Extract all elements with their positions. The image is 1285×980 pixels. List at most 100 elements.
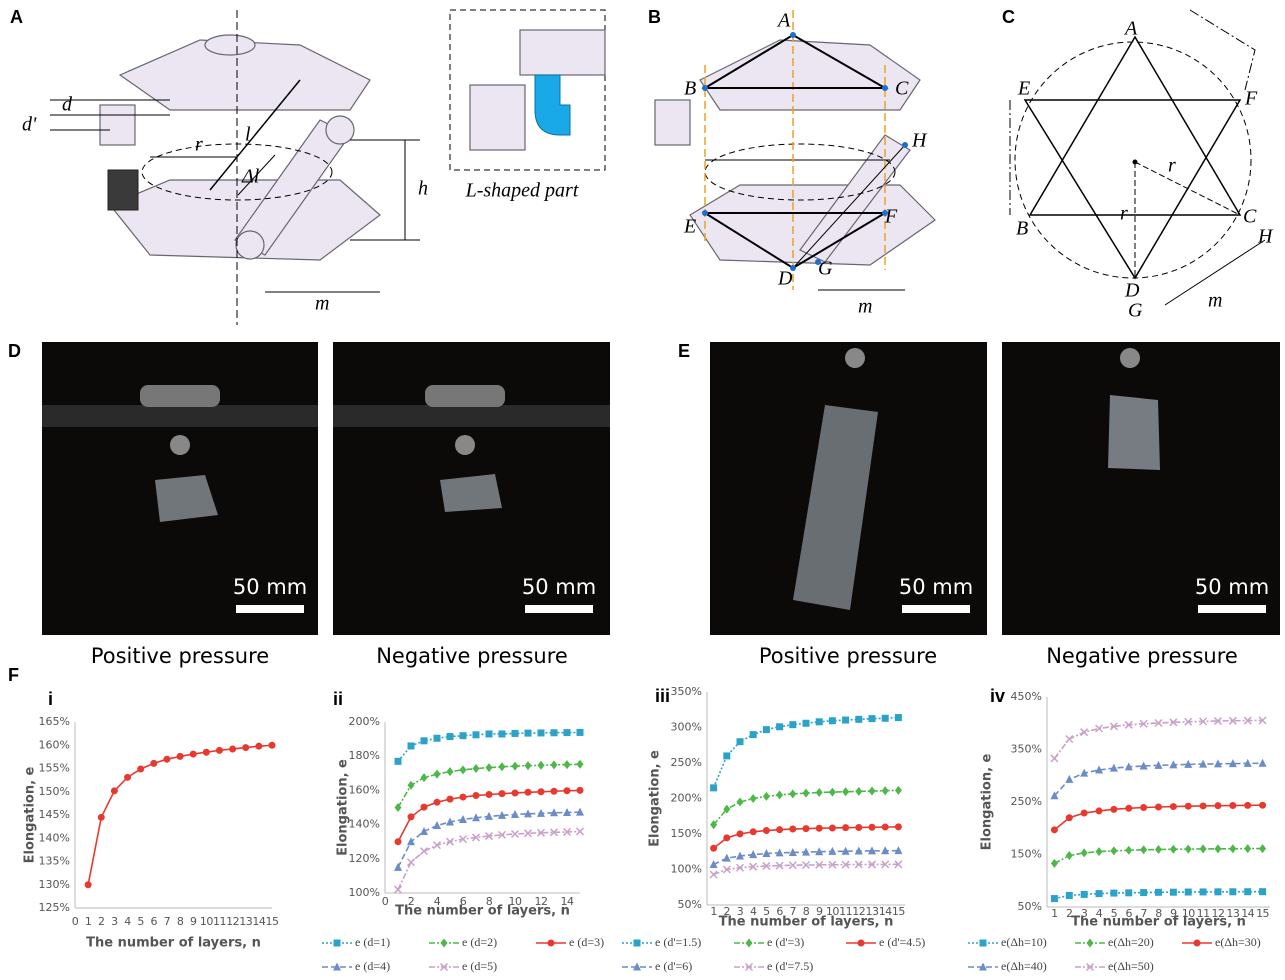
y-tick-label: 145% (39, 808, 70, 821)
dashed-circle (1015, 42, 1251, 278)
marker (895, 823, 902, 830)
center (1133, 160, 1138, 165)
legend-marker (858, 940, 865, 947)
marker (1110, 846, 1117, 855)
marker (816, 825, 823, 832)
panel-label: D (8, 341, 21, 361)
marker (737, 798, 744, 807)
point-label: H (911, 130, 928, 152)
marker (750, 828, 757, 835)
marker (1185, 803, 1192, 810)
inset-part (470, 85, 525, 150)
marker (882, 824, 889, 831)
marker (1244, 844, 1251, 853)
marker (190, 751, 197, 758)
legend-marker (334, 940, 341, 947)
legend-marker (634, 940, 641, 947)
marker (803, 862, 810, 869)
marker (163, 756, 170, 763)
annotation: d' (22, 114, 37, 136)
legend-label: e(Δh=10) (1001, 935, 1047, 949)
marker (577, 760, 584, 769)
y-tick-label: 155% (39, 762, 70, 775)
x-tick-label: 4 (124, 915, 131, 928)
marker (229, 745, 236, 752)
x-tick-label: 10 (200, 915, 213, 928)
y-tick-label: 50% (678, 898, 702, 911)
marker (1185, 845, 1192, 854)
legend-label: e (d'=6) (655, 959, 692, 973)
panel-label: B (648, 7, 661, 27)
roller (845, 348, 865, 368)
marker (1200, 802, 1207, 809)
scale-bar (1198, 605, 1266, 613)
x-tick-label: 1 (710, 905, 717, 918)
scale-bar-label: 50 mm (899, 575, 973, 599)
chart: iv50%150%250%350%450%1234567891011121314… (968, 686, 1270, 973)
marker (1244, 802, 1251, 809)
photo-caption: Positive pressure (91, 644, 269, 668)
y-axis-title: Elongation, e (980, 753, 995, 850)
marker (1229, 844, 1236, 853)
marker (1259, 759, 1267, 767)
point-label: D (777, 268, 793, 290)
marker (408, 859, 415, 866)
marker (723, 854, 731, 862)
legend-label: e (d'=1.5) (655, 935, 701, 949)
marker (242, 744, 249, 751)
marker (486, 730, 493, 737)
y-tick-label: 50% (1018, 900, 1042, 913)
marker (137, 765, 144, 772)
marker (551, 760, 558, 769)
marker (85, 881, 92, 888)
x-tick-label: 0 (382, 895, 389, 908)
marker (124, 774, 131, 781)
y-tick-label: 125% (39, 901, 70, 914)
y-tick-label: 120% (349, 852, 380, 865)
marker (407, 837, 415, 845)
marker (723, 752, 730, 759)
marker (1170, 803, 1177, 810)
marker (776, 723, 783, 730)
x-tick-label: 7 (164, 915, 171, 928)
marker (1140, 889, 1147, 896)
marker (1140, 804, 1147, 811)
annotation: m (1208, 290, 1222, 312)
x-tick-label: 15 (266, 915, 279, 928)
legend-label: e(Δh=50) (1108, 959, 1154, 973)
marker (538, 788, 545, 795)
marker (1155, 889, 1162, 896)
marker (1125, 805, 1132, 812)
marker (512, 730, 519, 737)
x-tick-label: 12 (226, 915, 239, 928)
marker (577, 828, 584, 835)
marker (1110, 890, 1117, 897)
marker (255, 743, 262, 750)
marker (1185, 889, 1192, 896)
marker (776, 790, 783, 799)
marker (564, 729, 571, 736)
marker (816, 718, 823, 725)
photo-caption: Negative pressure (376, 644, 568, 668)
marker (710, 845, 717, 852)
marker (710, 871, 717, 878)
marker (882, 786, 889, 795)
point-label: C (1243, 206, 1257, 228)
marker (869, 824, 876, 831)
marker (1155, 845, 1162, 854)
marker (486, 791, 493, 798)
y-tick-label: 100% (349, 886, 380, 899)
x-axis-title: The number of layers, n (395, 904, 570, 919)
marker (538, 729, 545, 736)
marker (421, 737, 428, 744)
marker (203, 749, 210, 756)
point (902, 142, 908, 148)
marker (111, 787, 118, 794)
marker (776, 826, 783, 833)
marker (1110, 764, 1118, 772)
panel-e: E 50 mm Positive pressure 50 mm Negative… (678, 341, 1280, 668)
point-label: B (684, 78, 696, 100)
marker (499, 762, 506, 771)
roller (455, 435, 475, 455)
x-tick-label: 9 (190, 915, 197, 928)
